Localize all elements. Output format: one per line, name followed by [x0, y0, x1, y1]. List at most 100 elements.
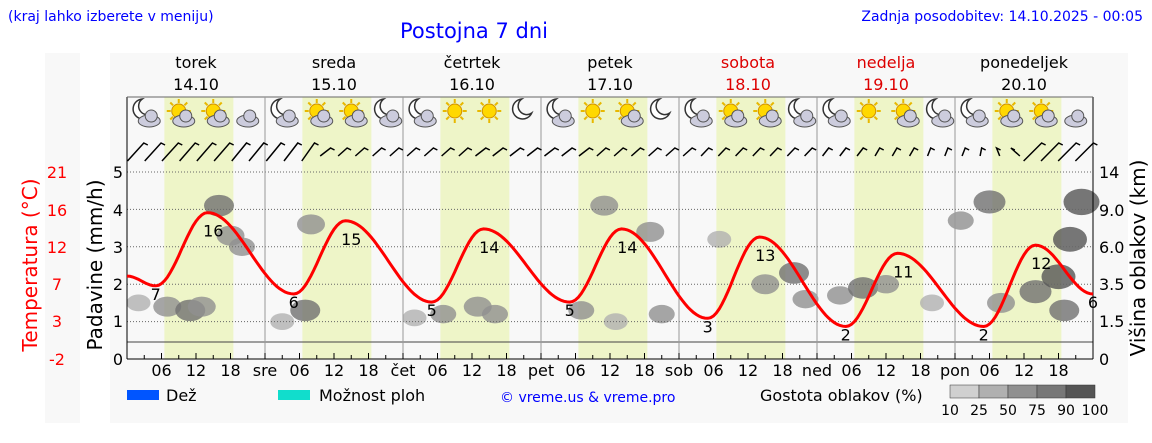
cloud-density-blob	[1053, 226, 1087, 252]
precip-tick-label: 0	[113, 350, 123, 369]
sun-cloud-icon	[1029, 99, 1058, 128]
wind-barb-icon	[406, 147, 421, 157]
cloud-density-blob	[648, 304, 675, 324]
hour-tick-label: 12	[600, 361, 620, 380]
cloud-density-legend-label: Gostota oblakov (%)	[760, 386, 923, 405]
wind-barb-icon	[389, 147, 404, 157]
wind-barb-icon	[283, 142, 303, 162]
sun-icon	[580, 99, 605, 123]
temp-tick-label: 3	[52, 312, 62, 331]
density-legend-swatch	[1007, 384, 1038, 399]
moon-icon	[511, 98, 534, 120]
hour-tick-label: 12	[738, 361, 758, 380]
hour-tick-label: 18	[910, 361, 930, 380]
wind-barb-icon	[561, 147, 577, 157]
wind-barb-icon	[682, 147, 697, 157]
cloud-density-blob	[973, 190, 1006, 214]
sun-cloud-icon	[753, 99, 782, 128]
wind-barb-icon	[1040, 142, 1064, 162]
temp-tick-label: 12	[47, 238, 67, 257]
temp-axis-title: Temperatura (°C)	[18, 178, 42, 352]
moon-icon	[649, 98, 672, 120]
moon-cloud-icon	[373, 98, 403, 128]
cloud-density-blob	[1041, 264, 1076, 290]
temp-extreme-label: 13	[755, 246, 775, 265]
wind-barb-icon	[786, 147, 800, 157]
cloud-icon	[1064, 109, 1088, 128]
hour-tick-label: 18	[772, 361, 792, 380]
temp-tick-label: 7	[52, 275, 62, 294]
day-abbr-label: sob	[665, 361, 693, 380]
wind-barb-icon	[319, 147, 335, 157]
wind-barb-icon	[891, 147, 902, 157]
cloud-height-tick-label: 1.5	[1099, 312, 1124, 331]
hour-tick-label: 12	[462, 361, 482, 380]
hour-tick-label: 18	[634, 361, 654, 380]
hour-tick-label: 06	[151, 361, 171, 380]
precip-axis-title: Padavine (mm/h)	[83, 179, 107, 350]
day-name: ponedeljek	[980, 53, 1069, 72]
wind-barb-icon	[596, 147, 611, 157]
temp-extreme-label: 14	[479, 238, 499, 257]
density-legend-tick: 100	[1082, 403, 1109, 419]
wind-barb-icon	[265, 142, 286, 162]
cloud-height-tick-label: 3.5	[1099, 275, 1124, 294]
wind-barb-icon	[126, 142, 149, 162]
wind-barb-icon	[665, 147, 680, 157]
cloud-density-blob	[603, 313, 628, 330]
cloud-density-blob	[153, 296, 182, 317]
hour-tick-label: 06	[427, 361, 447, 380]
wind-barb-icon	[161, 142, 183, 162]
cloud-density-blob	[290, 299, 321, 322]
wind-barb-icon	[337, 147, 352, 157]
wind-barb-icon	[423, 147, 438, 157]
day-name: petek	[587, 53, 633, 72]
moon-cloud-icon	[270, 98, 299, 128]
day-abbr-label: ned	[802, 361, 832, 380]
wind-barb-icon	[995, 146, 1001, 157]
location-hint[interactable]: (kraj lahko izberete v meniju)	[8, 9, 214, 25]
day-date: 20.10	[1001, 75, 1047, 94]
density-legend-tick: 90	[1057, 403, 1075, 419]
cloud-density-blob	[1049, 299, 1080, 322]
temp-extreme-label: 6	[289, 293, 299, 312]
day-date: 14.10	[173, 75, 219, 94]
moon-cloud-icon	[132, 98, 161, 128]
wind-barb-icon	[874, 147, 885, 157]
cloud-height-tick-label: 0	[1099, 350, 1109, 369]
copyright-link[interactable]: © vreme.us & vreme.pro	[500, 390, 675, 406]
cloud-density-blob	[590, 195, 619, 216]
day-date: 18.10	[725, 75, 771, 94]
hour-tick-label: 18	[1048, 361, 1068, 380]
temp-extreme-label: 3	[703, 317, 713, 336]
temp-extreme-label: 2	[841, 325, 851, 344]
day-name: četrtek	[444, 53, 502, 72]
cloud-density-blob	[1063, 188, 1100, 216]
hour-tick-label: 06	[703, 361, 723, 380]
day-date: 17.10	[587, 75, 633, 94]
cloud-density-blob	[751, 274, 780, 295]
daylight-band	[716, 97, 786, 359]
sun-cloud-icon	[304, 99, 334, 128]
hour-tick-label: 12	[324, 361, 344, 380]
hour-tick-label: 06	[565, 361, 585, 380]
temp-extreme-label: 12	[1031, 254, 1051, 273]
day-name: nedelja	[857, 53, 916, 72]
wind-barb-icon	[769, 147, 783, 157]
temp-extreme-label: 6	[1088, 293, 1098, 312]
cloud-height-tick-label: 14	[1099, 163, 1119, 182]
cloud-density-blob	[126, 294, 151, 312]
wind-barb-icon	[458, 147, 473, 157]
wind-barb-icon	[248, 142, 269, 162]
density-legend-swatch	[1036, 384, 1067, 399]
precip-tick-label: 4	[113, 201, 123, 220]
wind-barb-icon	[961, 146, 970, 157]
wind-barb-icon	[752, 147, 765, 157]
temp-extreme-label: 16	[203, 222, 223, 241]
cloud-density-blob	[402, 309, 427, 327]
wind-barb-icon	[717, 147, 731, 157]
wind-barb-icon	[926, 146, 936, 157]
wind-barb-icon	[213, 142, 235, 162]
cloud-density-blob	[1019, 280, 1052, 304]
day-abbr-label: sre	[253, 361, 277, 380]
